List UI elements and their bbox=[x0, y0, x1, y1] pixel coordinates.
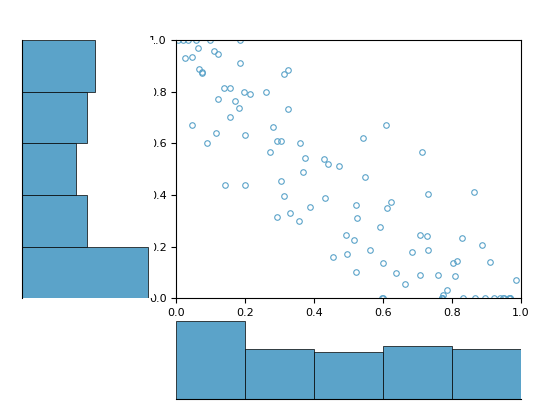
Bar bbox=[176, 321, 245, 399]
X-axis label: x: x bbox=[344, 323, 353, 338]
Bar bbox=[22, 40, 95, 92]
Bar bbox=[22, 195, 87, 247]
Bar bbox=[383, 346, 452, 399]
Bar bbox=[314, 352, 383, 399]
Y-axis label: y: y bbox=[129, 165, 143, 173]
Bar bbox=[22, 143, 76, 195]
Bar bbox=[452, 349, 521, 399]
Bar bbox=[245, 349, 314, 399]
Bar bbox=[22, 92, 87, 143]
Bar bbox=[22, 247, 148, 298]
